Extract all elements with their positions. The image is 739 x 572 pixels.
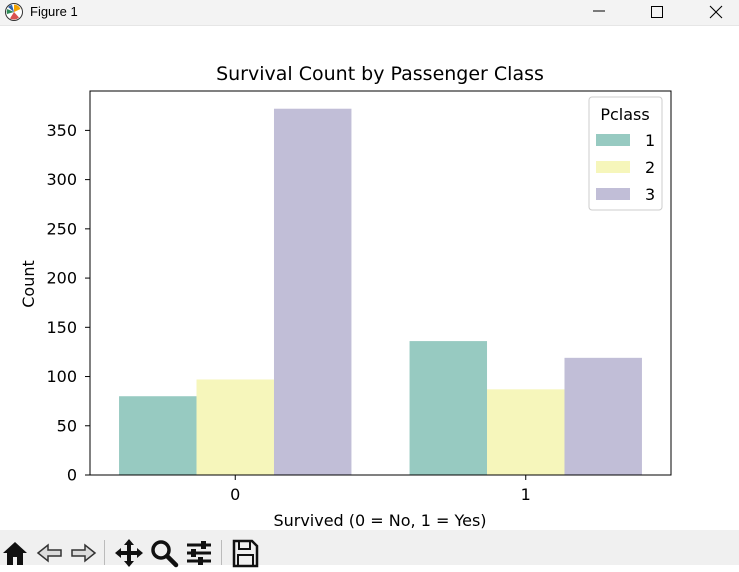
close-icon [709, 5, 723, 19]
y-tick-label: 250 [46, 219, 77, 238]
save-button[interactable] [230, 538, 260, 568]
toolbar-separator [221, 540, 222, 565]
y-axis-label: Count [19, 260, 38, 308]
window-titlebar: Figure 1 [0, 0, 739, 26]
legend-swatch-pclass-1 [596, 134, 630, 146]
configure-subplots-icon [187, 541, 211, 565]
forward-icon [71, 543, 97, 563]
legend-title: Pclass [600, 105, 649, 124]
back-button[interactable] [35, 538, 65, 568]
bar-pclass-1-survived-0 [119, 396, 197, 475]
y-tick-label: 300 [46, 170, 77, 189]
pan-button[interactable] [114, 538, 144, 568]
x-axis-label: Survived (0 = No, 1 = Yes) [273, 511, 486, 530]
zoom-icon [151, 540, 179, 568]
y-axis: 0 50 100 150 200 250 300 350 [46, 121, 90, 485]
pan-icon [115, 539, 143, 567]
home-icon [3, 542, 27, 565]
maximize-button[interactable] [634, 0, 680, 25]
zoom-button[interactable] [149, 538, 179, 568]
toolbar-separator [104, 540, 105, 565]
maximize-icon [651, 6, 663, 18]
figure-app-icon [5, 3, 23, 21]
back-icon [36, 543, 62, 563]
bar-pclass-2-survived-1 [487, 389, 565, 475]
x-tick-label: 1 [521, 485, 531, 504]
save-icon [232, 539, 259, 568]
y-tick-label: 350 [46, 121, 77, 140]
y-tick-label: 100 [46, 367, 77, 386]
y-tick-label: 0 [67, 466, 77, 485]
axes-frame [89, 90, 672, 476]
navigation-toolbar [0, 530, 739, 568]
chart-title: Survival Count by Passenger Class [216, 63, 544, 85]
bar-pclass-3-survived-1 [564, 357, 642, 475]
y-tick-label: 200 [46, 269, 77, 288]
minimize-button[interactable] [576, 0, 622, 25]
bars-group [119, 108, 642, 475]
configure-subplots-button[interactable] [184, 538, 214, 568]
bar-pclass-1-survived-1 [409, 341, 488, 475]
x-tick-label: 0 [230, 485, 240, 504]
y-tick-label: 150 [46, 318, 77, 337]
home-button[interactable] [0, 538, 30, 568]
legend-label-pclass-3: 3 [645, 185, 655, 204]
bar-pclass-2-survived-0 [196, 379, 274, 475]
legend-swatch-pclass-3 [596, 188, 630, 200]
window-title: Figure 1 [30, 4, 78, 19]
legend-swatch-pclass-2 [596, 161, 630, 173]
close-button[interactable] [693, 0, 739, 25]
legend: Pclass 1 2 3 [588, 96, 663, 211]
legend-label-pclass-1: 1 [645, 131, 655, 150]
legend-label-pclass-2: 2 [645, 158, 655, 177]
forward-button[interactable] [68, 538, 98, 568]
bar-pclass-3-survived-0 [273, 108, 352, 475]
minimize-icon [593, 10, 605, 12]
legend-frame [588, 96, 663, 211]
y-tick-label: 50 [57, 416, 77, 435]
